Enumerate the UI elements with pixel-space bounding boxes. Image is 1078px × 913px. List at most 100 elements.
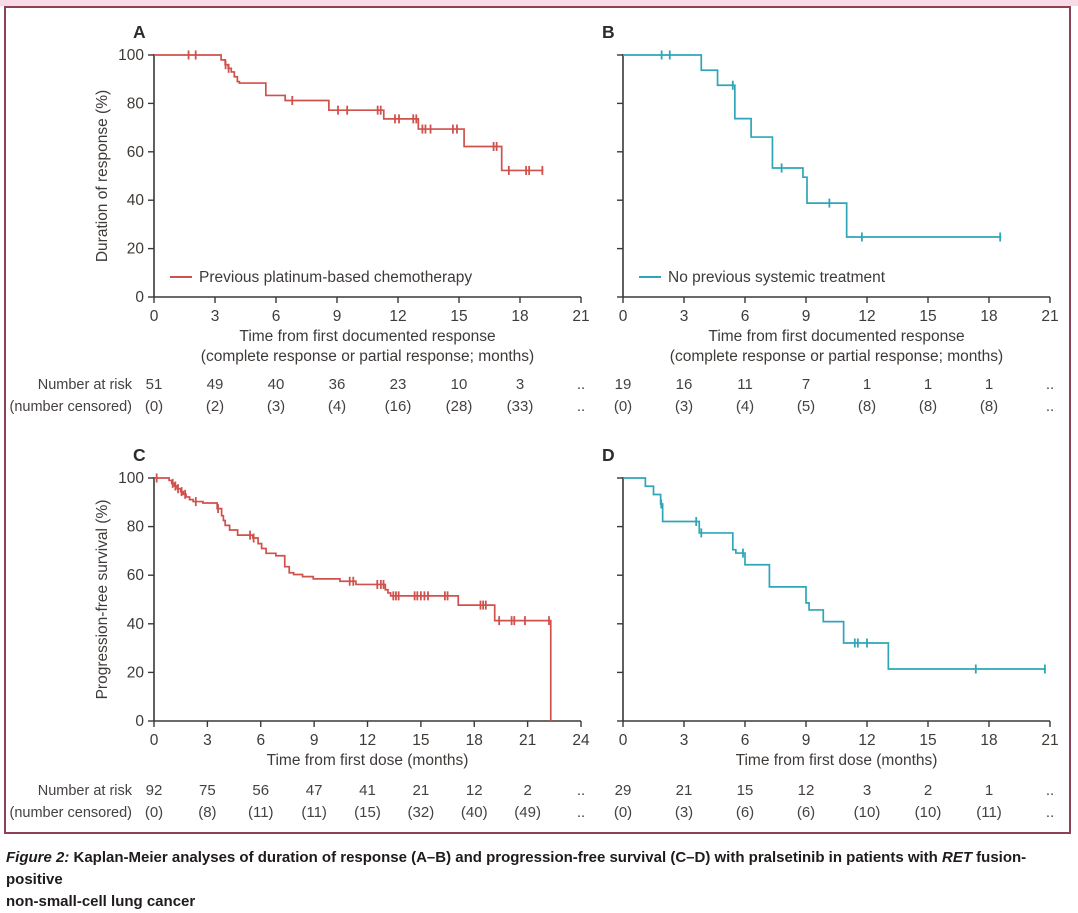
at-risk-count: 92	[145, 782, 163, 799]
panel-a-chart: A 0 20 40 60 80 100 0 3 6 9 12 15 18 21 Time from first…	[94, 22, 590, 365]
km-curve	[623, 477, 1046, 670]
x-tick-label: 6	[272, 308, 281, 325]
x-tick-label: 15	[919, 308, 936, 325]
x-tick-label: 0	[619, 732, 628, 749]
censored-count: (11)	[976, 804, 1002, 821]
number-at-risk-label: Number at risk	[37, 377, 132, 393]
panel-letter: D	[602, 445, 615, 465]
x-axis-title: Time from first dose (months)	[267, 752, 469, 769]
at-risk-count: 2	[923, 782, 933, 799]
x-tick-label: 6	[256, 732, 265, 749]
censored-count: (3)	[674, 804, 694, 821]
at-risk-continuation-dots: ..	[1045, 376, 1055, 393]
x-tick-label: 0	[150, 732, 159, 749]
censored-count: (4)	[735, 398, 755, 415]
at-risk-count: 10	[450, 376, 468, 393]
at-risk-count: 1	[984, 782, 994, 799]
censored-continuation-dots: ..	[576, 804, 586, 821]
caption-gene-name: RET	[942, 849, 973, 866]
censored-count: (11)	[301, 804, 327, 821]
censored-count: (10)	[914, 804, 942, 821]
at-risk-count: 12	[465, 782, 483, 799]
at-risk-count: 36	[328, 376, 346, 393]
legend-label: Previous platinum-based chemotherapy	[199, 269, 472, 286]
x-tick-label: 21	[1041, 732, 1058, 749]
censored-count: (10)	[853, 804, 881, 821]
censored-continuation-dots: ..	[576, 398, 586, 415]
y-axis-title: Duration of response (%)	[94, 90, 111, 262]
at-risk-count: 51	[145, 376, 163, 393]
x-tick-label: 18	[980, 732, 997, 749]
censored-count: (0)	[144, 804, 164, 821]
censored-count: (33)	[506, 398, 534, 415]
y-tick-label: 60	[127, 567, 145, 584]
censored-count: (0)	[144, 398, 164, 415]
at-risk-count: 1	[984, 376, 994, 393]
x-tick-label: 12	[858, 732, 875, 749]
censored-count: (8)	[857, 398, 877, 415]
x-tick-label: 21	[572, 308, 589, 325]
at-risk-count: 41	[359, 782, 376, 799]
km-curve	[154, 54, 544, 172]
censored-count: (49)	[514, 804, 541, 821]
y-tick-label: 80	[127, 519, 145, 536]
x-tick-label: 12	[858, 308, 875, 325]
panel-letter: A	[133, 22, 146, 42]
at-risk-count: 21	[675, 782, 693, 799]
y-tick-label: 40	[127, 616, 145, 633]
number-censored-label: (number censored)	[9, 805, 133, 821]
figure-caption: Figure 2: Kaplan-Meier analyses of durat…	[6, 847, 1072, 913]
figure-border-frame	[4, 6, 1071, 834]
censored-count: (3)	[674, 398, 694, 415]
x-tick-label: 6	[741, 732, 750, 749]
legend-label: No previous systemic treatment	[668, 269, 886, 286]
x-tick-label: 3	[211, 308, 220, 325]
at-risk-count: 3	[862, 782, 872, 799]
at-risk-count: 49	[206, 376, 224, 393]
at-risk-count: 2	[523, 782, 532, 799]
censored-count: (40)	[460, 804, 488, 821]
y-tick-label: 20	[127, 241, 145, 258]
x-tick-label: 9	[802, 308, 811, 325]
y-tick-label: 80	[127, 95, 145, 112]
censored-count: (5)	[796, 398, 816, 415]
censored-count: (8)	[198, 804, 217, 821]
number-censored-label: (number censored)	[9, 399, 133, 415]
x-axis-title: Time from first dose (months)	[736, 752, 938, 769]
y-tick-label: 100	[118, 470, 144, 487]
x-tick-label: 21	[1041, 308, 1058, 325]
censored-count: (0)	[613, 398, 633, 415]
x-tick-label: 15	[450, 308, 467, 325]
censored-count: (4)	[327, 398, 347, 415]
at-risk-count: 16	[675, 376, 693, 393]
panel-letter: B	[602, 22, 615, 42]
censored-count: (8)	[918, 398, 938, 415]
censored-count: (6)	[735, 804, 755, 821]
panel-b-chart: B 0 3 6 9 12 15 18 21 Time from first documented …	[602, 22, 1059, 365]
x-tick-label: 24	[572, 732, 590, 749]
x-tick-label: 15	[919, 732, 936, 749]
at-risk-continuation-dots: ..	[576, 376, 586, 393]
censored-count: (11)	[247, 804, 274, 821]
censored-count: (28)	[445, 398, 473, 415]
censored-continuation-dots: ..	[1045, 804, 1055, 821]
x-axis-title: Time from first documented response	[239, 328, 495, 345]
page-top-strip	[0, 0, 1078, 6]
x-tick-label: 3	[680, 732, 689, 749]
panel-d-chart: D 0 3 6 9 12 15 18 21 Time from first dose (month…	[602, 445, 1059, 769]
caption-line-1: Figure 2: Kaplan-Meier analyses of durat…	[6, 847, 1072, 891]
at-risk-count: 29	[614, 782, 632, 799]
x-tick-label: 18	[511, 308, 528, 325]
censored-count: (2)	[205, 398, 225, 415]
x-tick-label: 12	[359, 732, 376, 749]
censored-count: (3)	[266, 398, 286, 415]
y-tick-label: 20	[127, 664, 145, 681]
x-tick-label: 9	[310, 732, 319, 749]
caption-suffix: fusion-positive	[6, 849, 1027, 888]
censored-count: (8)	[979, 398, 999, 415]
at-risk-count: 1	[923, 376, 933, 393]
censored-count: (32)	[407, 804, 435, 821]
at-risk-count: 47	[305, 782, 323, 799]
at-risk-count: 23	[389, 376, 407, 393]
y-tick-label: 0	[135, 713, 144, 730]
